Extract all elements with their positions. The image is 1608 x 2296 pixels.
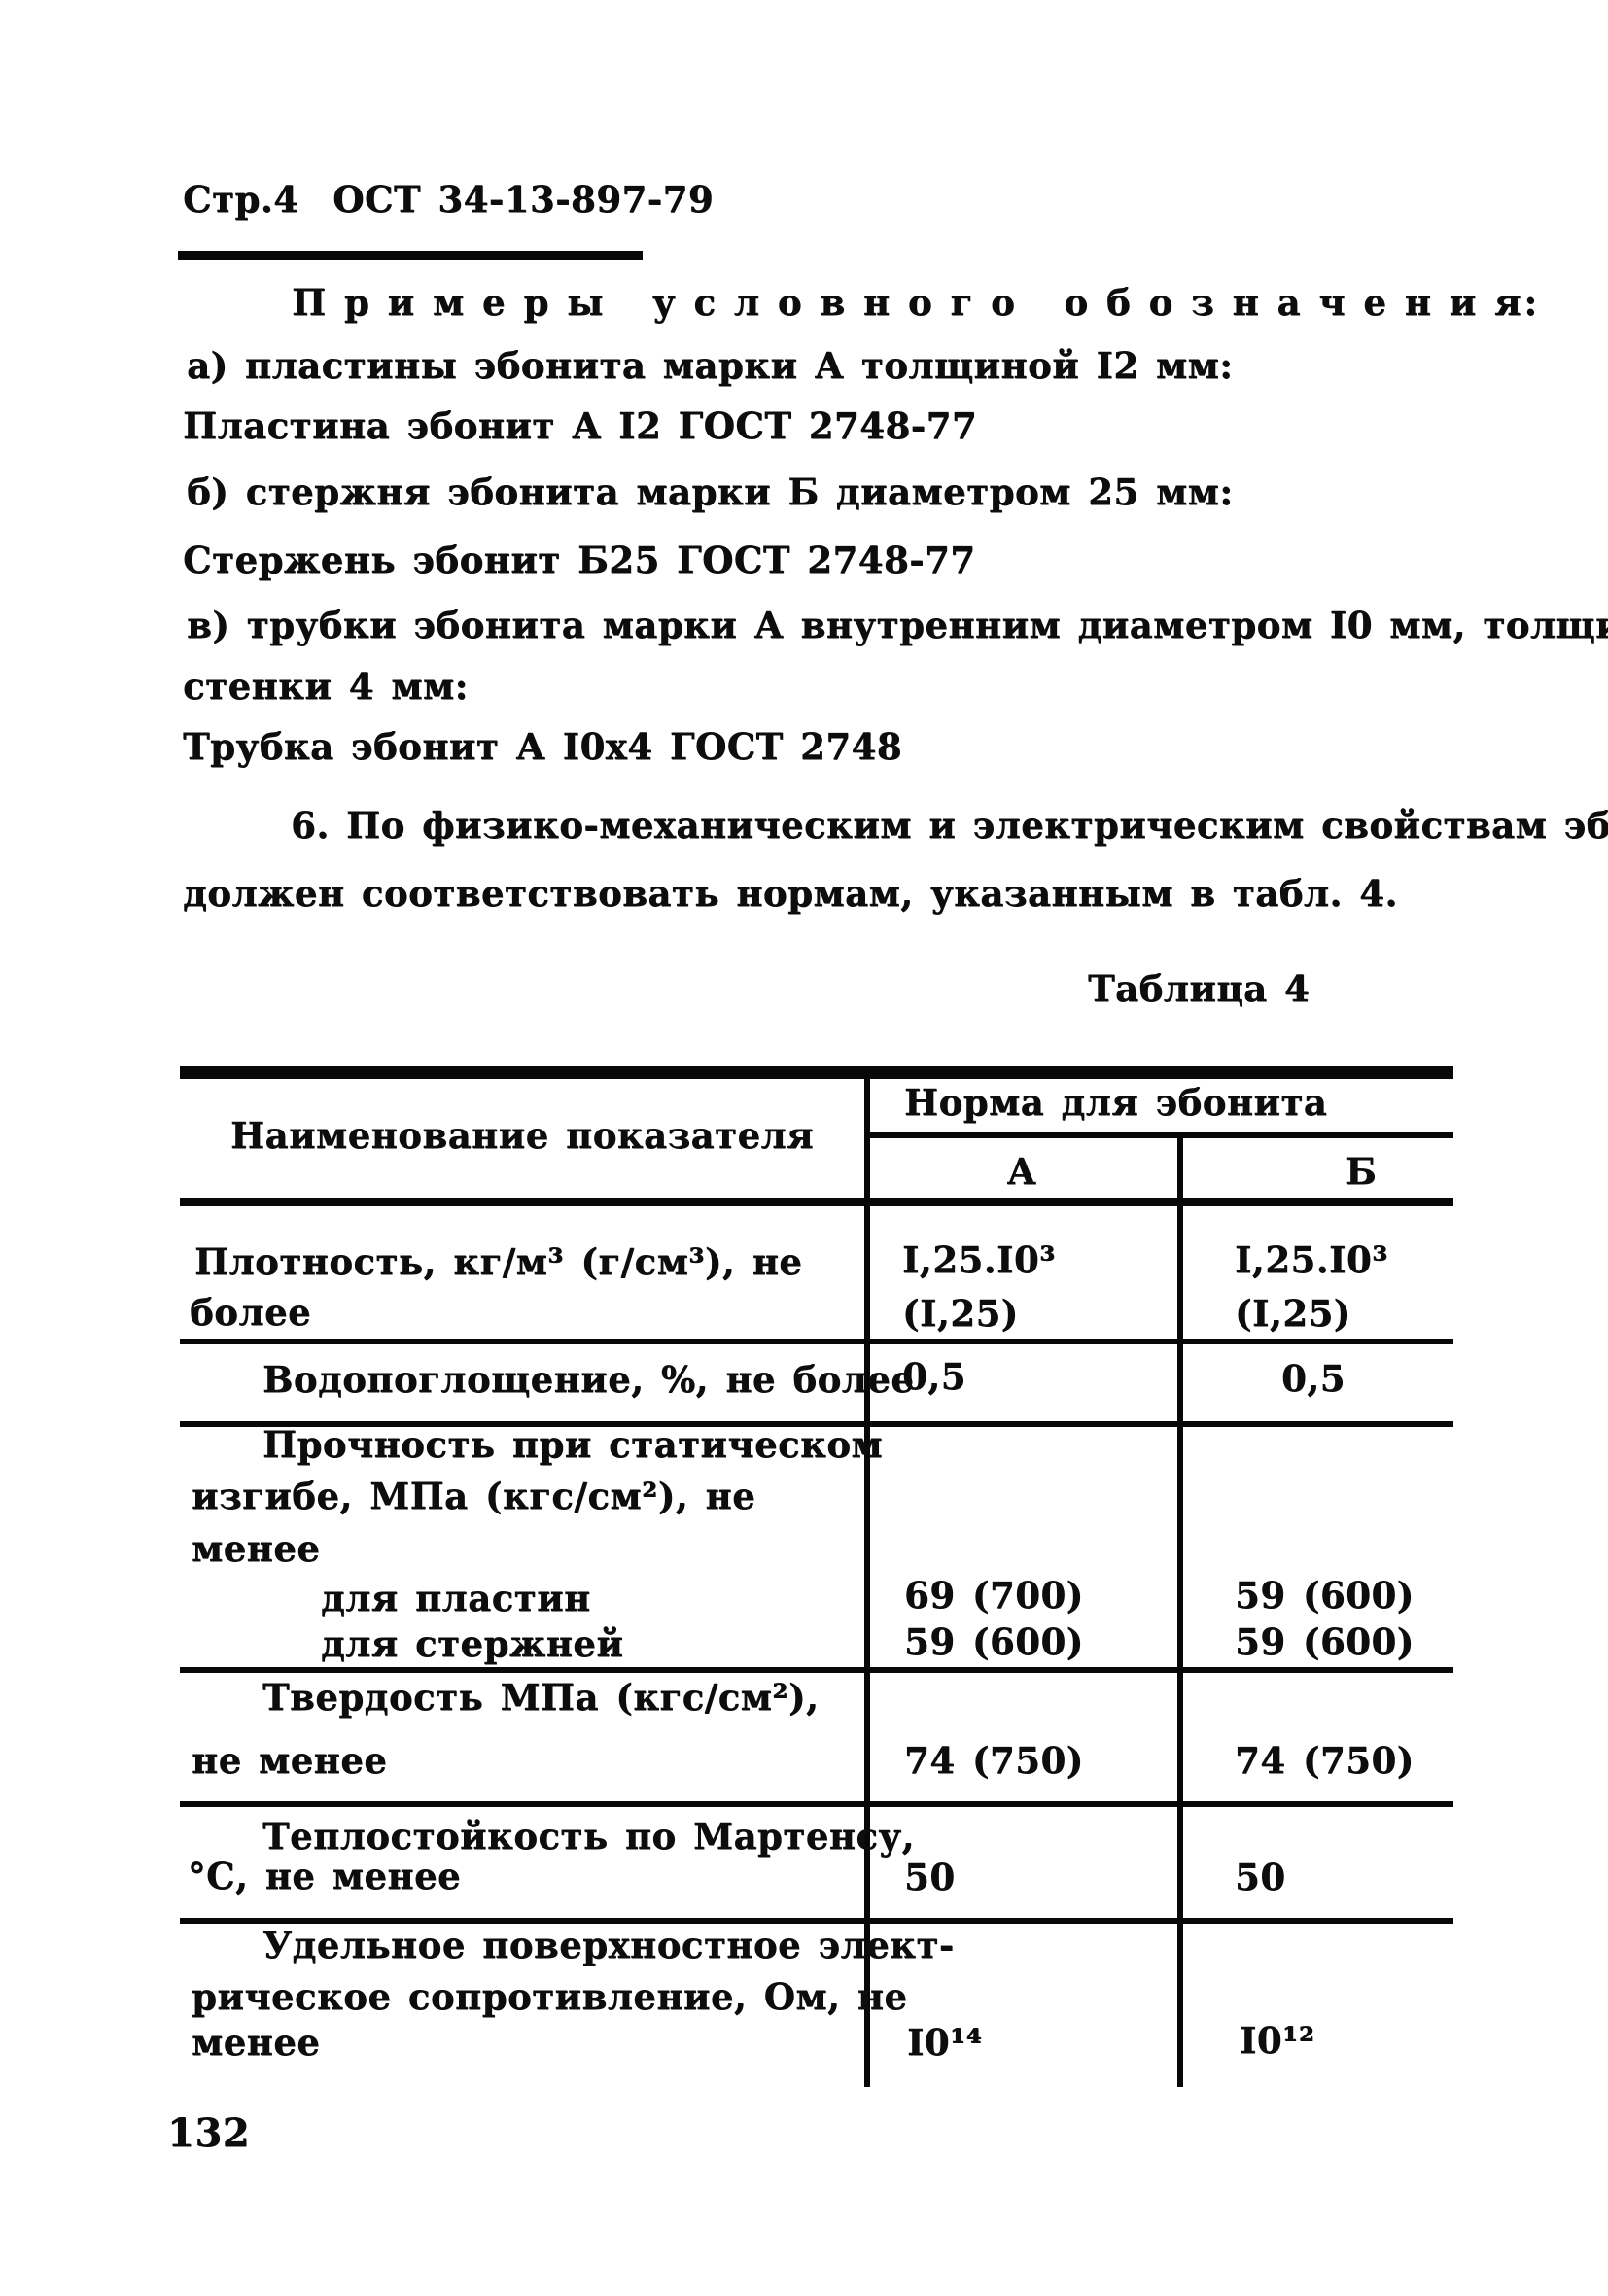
cell-value-b: 50 xyxy=(1235,1856,1286,1898)
cell-value-a: 0,5 xyxy=(902,1355,966,1398)
row-label-line: для пластин xyxy=(321,1577,591,1619)
cell-value-b: I0¹² xyxy=(1240,2019,1315,2062)
table-header-group: Норма для эбонита xyxy=(904,1081,1328,1124)
intro-line-plastina: Пластина эбонит А I2 ГОСТ 2748-77 xyxy=(183,404,977,447)
column-divider-2 xyxy=(1177,1132,1183,2087)
row-label-line: не менее xyxy=(192,1739,388,1782)
row-separator-3 xyxy=(180,1667,1453,1673)
intro-line-a: а) пластины эбонита марки А толщиной I2 … xyxy=(187,344,1234,387)
cell-value-a: I0¹⁴ xyxy=(907,2021,983,2064)
row-label-line: Теплостойкость по Мартенсу, xyxy=(262,1815,915,1858)
cell-value-b: 74 (750) xyxy=(1235,1739,1415,1782)
cell-value-a: 59 (600) xyxy=(904,1620,1084,1663)
row-label-line: рическое сопротивление, Ом, не xyxy=(192,1975,908,2018)
header-bottom-border xyxy=(180,1198,1453,1206)
row-label-line: Твердость МПа (кгс/см²), xyxy=(262,1676,820,1719)
properties-table: Наименование показателя Норма для эбонит… xyxy=(180,1066,1453,2087)
header-underline xyxy=(178,251,643,260)
row-label-line: более xyxy=(190,1291,312,1334)
row-label-line: °С, не менее xyxy=(188,1855,462,1897)
page-header: Стр.4 ОСТ 34-13-897-79 xyxy=(183,178,714,221)
cell-value-a: (I,25) xyxy=(902,1292,1019,1335)
cell-value-a: 74 (750) xyxy=(904,1739,1084,1782)
cell-value-b: (I,25) xyxy=(1235,1292,1351,1335)
intro-line-sterzhen: Стержень эбонит Б25 ГОСТ 2748-77 xyxy=(183,539,976,581)
row-label-line: Удельное поверхностное элект- xyxy=(262,1924,955,1966)
intro-line-b: б) стержня эбонита марки Б диаметром 25 … xyxy=(187,470,1234,513)
intro-line-v: в) трубки эбонита марки А внутренним диа… xyxy=(187,604,1608,646)
page-number: 132 xyxy=(167,2110,250,2156)
cell-value-a: I,25.I0³ xyxy=(902,1238,1056,1281)
row-label-line: изгибе, МПа (кгс/см²), не xyxy=(192,1475,756,1517)
row-label-line: Прочность при статическом xyxy=(262,1423,884,1466)
column-divider-1 xyxy=(864,1066,870,2087)
cell-value-b: 59 (600) xyxy=(1235,1620,1415,1663)
row-label-line: менее xyxy=(192,2021,321,2064)
table-header-col-a: А xyxy=(1006,1150,1037,1193)
intro-line-p6b: должен соответствовать нормам, указанным… xyxy=(183,872,1398,915)
row-separator-5 xyxy=(180,1918,1453,1924)
row-separator-4 xyxy=(180,1801,1453,1807)
row-label-line: Плотность, кг/м³ (г/см³), не xyxy=(194,1240,803,1283)
table-header-col-b: Б xyxy=(1345,1150,1378,1193)
row-separator-2 xyxy=(180,1421,1453,1427)
row-label-line: для стержней xyxy=(321,1622,624,1665)
group-header-underline xyxy=(866,1132,1453,1138)
intro-line-stenki: стенки 4 мм: xyxy=(183,665,469,708)
cell-value-b: 59 (600) xyxy=(1235,1574,1415,1617)
cell-value-a: 69 (700) xyxy=(904,1574,1084,1617)
table-header-name: Наименование показателя xyxy=(230,1114,814,1157)
cell-value-b: 0,5 xyxy=(1281,1357,1346,1400)
cell-value-a: 50 xyxy=(904,1856,956,1898)
intro-line-trubka: Трубка эбонит А I0х4 ГОСТ 2748 xyxy=(183,725,902,768)
intro-line-p6: 6. По физико-механическим и электрически… xyxy=(291,804,1608,847)
row-separator-1 xyxy=(180,1339,1453,1344)
row-label-line: менее xyxy=(192,1527,321,1570)
row-label-line: Водопоглощение, %, не более xyxy=(262,1358,915,1401)
table-caption: Таблица 4 xyxy=(1088,967,1311,1010)
table-top-border xyxy=(180,1066,1453,1079)
intro-title: П р и м е р ы у с л о в н о г о о б о з … xyxy=(292,281,1540,324)
cell-value-b: I,25.I0³ xyxy=(1235,1238,1388,1281)
